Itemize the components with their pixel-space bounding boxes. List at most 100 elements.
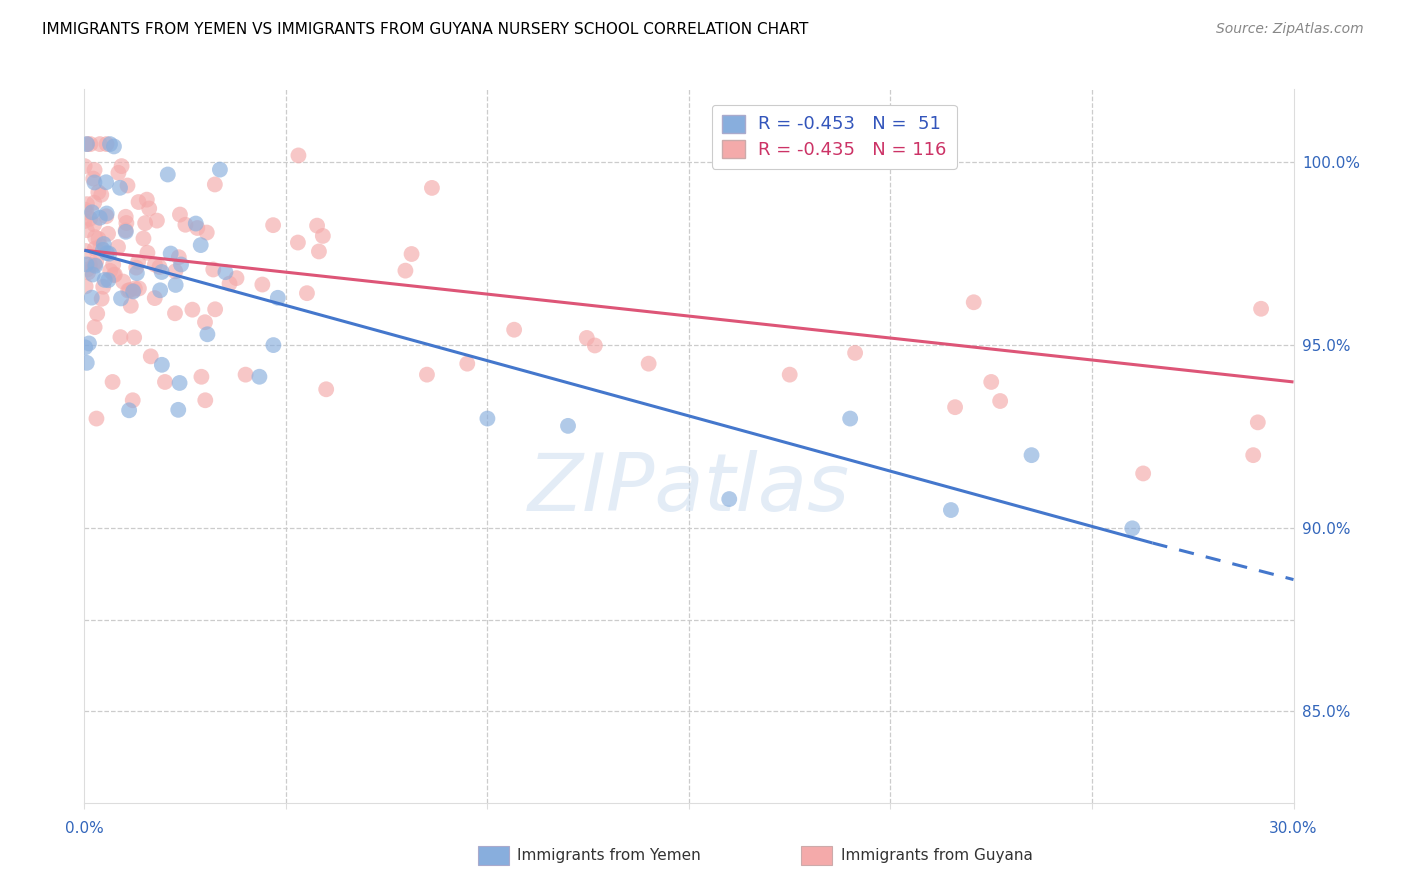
Point (110, 292, 132, 306)
Point (980, 375, 1002, 389)
Point (107, 240, 129, 254)
Point (963, 295, 986, 310)
Point (190, 369, 212, 384)
Point (90, 187, 112, 202)
Point (637, 357, 659, 371)
Point (83, 217, 105, 231)
Text: 0.0%: 0.0% (65, 822, 104, 836)
Point (194, 315, 217, 329)
Point (89, 137, 111, 152)
Point (169, 208, 191, 222)
Point (97, 227, 120, 241)
Point (583, 338, 606, 352)
Point (118, 283, 141, 297)
Point (167, 402, 190, 417)
Point (103, 258, 125, 272)
Point (267, 291, 290, 305)
Point (134, 216, 156, 230)
Point (89, 211, 111, 225)
Point (252, 277, 274, 292)
Point (73, 214, 96, 228)
Point (186, 221, 208, 235)
Point (122, 330, 145, 344)
Point (150, 265, 173, 279)
Point (97, 273, 120, 287)
Point (174, 218, 197, 232)
Point (93, 237, 115, 252)
Point (1247, 416, 1270, 430)
Point (839, 411, 862, 425)
Point (184, 217, 207, 231)
Point (110, 159, 132, 173)
Point (83, 257, 105, 271)
Point (75, 340, 97, 354)
Point (225, 271, 247, 285)
Point (84, 254, 107, 268)
Point (103, 268, 125, 282)
Point (117, 284, 139, 298)
Point (108, 181, 131, 195)
Point (575, 331, 598, 345)
Point (122, 285, 145, 299)
Text: Immigrants from Guyana: Immigrants from Guyana (841, 848, 1032, 863)
Point (118, 403, 141, 417)
Point (96, 206, 118, 220)
Point (112, 275, 135, 289)
Point (204, 302, 226, 317)
Point (156, 168, 179, 182)
Point (308, 244, 330, 259)
Point (718, 491, 741, 506)
Point (127, 255, 149, 269)
Point (83, 320, 105, 334)
Point (84, 259, 107, 273)
Point (91, 243, 114, 257)
Point (1241, 448, 1264, 462)
Point (77, 336, 100, 351)
Point (82, 268, 104, 282)
Legend: R = -0.453   N =  51, R = -0.435   N = 116: R = -0.453 N = 51, R = -0.435 N = 116 (711, 104, 956, 169)
Point (159, 246, 181, 260)
Point (114, 225, 136, 239)
Point (844, 346, 866, 360)
Point (557, 418, 579, 433)
Point (315, 382, 337, 396)
Point (153, 375, 176, 389)
Point (82, 205, 104, 219)
Point (91, 279, 114, 293)
Point (204, 178, 226, 192)
Text: 30.0%: 30.0% (1270, 822, 1317, 836)
Point (83, 163, 105, 178)
Point (89, 239, 111, 253)
Point (1132, 467, 1154, 481)
Point (170, 258, 193, 272)
Point (148, 260, 170, 274)
Point (136, 245, 159, 260)
Point (195, 226, 218, 240)
Text: ZIPatlas: ZIPatlas (527, 450, 851, 528)
Point (779, 368, 801, 382)
Text: IMMIGRANTS FROM YEMEN VS IMMIGRANTS FROM GUYANA NURSERY SCHOOL CORRELATION CHART: IMMIGRANTS FROM YEMEN VS IMMIGRANTS FROM… (42, 22, 808, 37)
Point (125, 260, 148, 275)
Point (76, 262, 98, 277)
Point (76, 223, 98, 237)
Point (120, 299, 142, 313)
Point (107, 166, 129, 180)
Point (75, 279, 97, 293)
Point (208, 162, 231, 177)
Point (73, 202, 96, 217)
Point (143, 291, 166, 305)
Point (312, 228, 335, 243)
Point (943, 400, 966, 414)
Point (90, 292, 112, 306)
Point (218, 277, 240, 291)
Point (249, 369, 271, 384)
Point (287, 148, 309, 162)
Point (103, 139, 125, 153)
Point (1021, 448, 1043, 462)
Point (477, 411, 499, 425)
Point (86, 411, 108, 425)
Point (87, 232, 110, 246)
Point (101, 375, 124, 389)
Point (76, 356, 98, 370)
Point (503, 323, 526, 337)
